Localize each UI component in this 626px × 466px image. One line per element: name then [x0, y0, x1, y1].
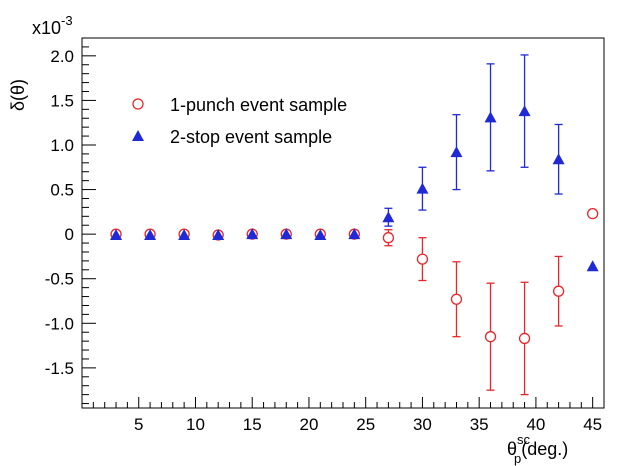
- x-tick-label: 35: [470, 415, 489, 434]
- axis-ticks: 5 10 15 20 25 30 35 40 45 2.0 1.5 1.0 0.5 0 -0.5 -1.0 -1…: [45, 37, 605, 434]
- data-point: [178, 229, 191, 241]
- data-point: [348, 228, 361, 240]
- plot-frame: [81, 37, 605, 409]
- x-axis-title-sub: p: [514, 451, 521, 466]
- x-axis-title-unit: (deg.): [521, 439, 568, 459]
- x-tick-label: 15: [243, 415, 262, 434]
- legend-marker: [132, 98, 144, 110]
- data-point: [587, 207, 599, 220]
- y-tick-label: 1.0: [50, 136, 74, 155]
- legend-marker: [132, 130, 144, 141]
- legend: 1-punch event sample 2-stop event sample: [132, 95, 347, 147]
- data-point: [484, 111, 497, 123]
- y-tick-label: 0.5: [50, 181, 74, 200]
- x-axis-title: θsc p(deg.): [507, 432, 568, 466]
- data-point: [246, 228, 259, 240]
- data-point: [416, 182, 429, 194]
- y-tick-label: 1.5: [50, 91, 74, 110]
- data-point: [280, 228, 293, 240]
- x-tick-label: 45: [583, 415, 602, 434]
- axis-titles: x10-3 δ(θ) θsc p(deg.): [8, 13, 568, 466]
- plot-border: [81, 37, 605, 409]
- y-tick-label: 0: [65, 225, 74, 244]
- data-point: [518, 105, 531, 117]
- data-point: [450, 146, 463, 158]
- data-point: [144, 229, 157, 241]
- y-tick-label: 2.0: [50, 47, 74, 66]
- series-2: [110, 54, 599, 272]
- data-point: [212, 229, 225, 241]
- y-multiplier-exponent: -3: [61, 13, 73, 28]
- y-axis-title: δ(θ): [8, 79, 28, 111]
- data-point: [416, 253, 429, 265]
- x-tick-label: 25: [356, 415, 375, 434]
- data-point: [314, 229, 327, 241]
- data-point: [552, 285, 565, 297]
- x-tick-label: 30: [413, 415, 432, 434]
- x-tick-label: 20: [299, 415, 318, 434]
- data-point: [518, 332, 531, 345]
- y-tick-label: -1.0: [45, 314, 74, 333]
- data-point: [552, 153, 565, 165]
- data-point: [382, 232, 395, 244]
- legend-label: 2-stop event sample: [170, 127, 332, 147]
- x-tick-label: 5: [134, 415, 143, 434]
- data-point: [110, 229, 123, 241]
- data-point: [484, 331, 497, 343]
- y-multiplier: x10-3: [32, 13, 73, 38]
- data-series: [110, 54, 599, 396]
- x-tick-label: 10: [186, 415, 205, 434]
- x-tick-label: 40: [526, 415, 545, 434]
- x-axis-title-sup: sc: [517, 432, 531, 447]
- data-point: [450, 293, 463, 305]
- y-tick-label: -0.5: [45, 270, 74, 289]
- legend-label: 1-punch event sample: [170, 95, 347, 115]
- y-tick-label: -1.5: [45, 359, 74, 378]
- data-point: [382, 211, 395, 223]
- data-point: [586, 260, 599, 272]
